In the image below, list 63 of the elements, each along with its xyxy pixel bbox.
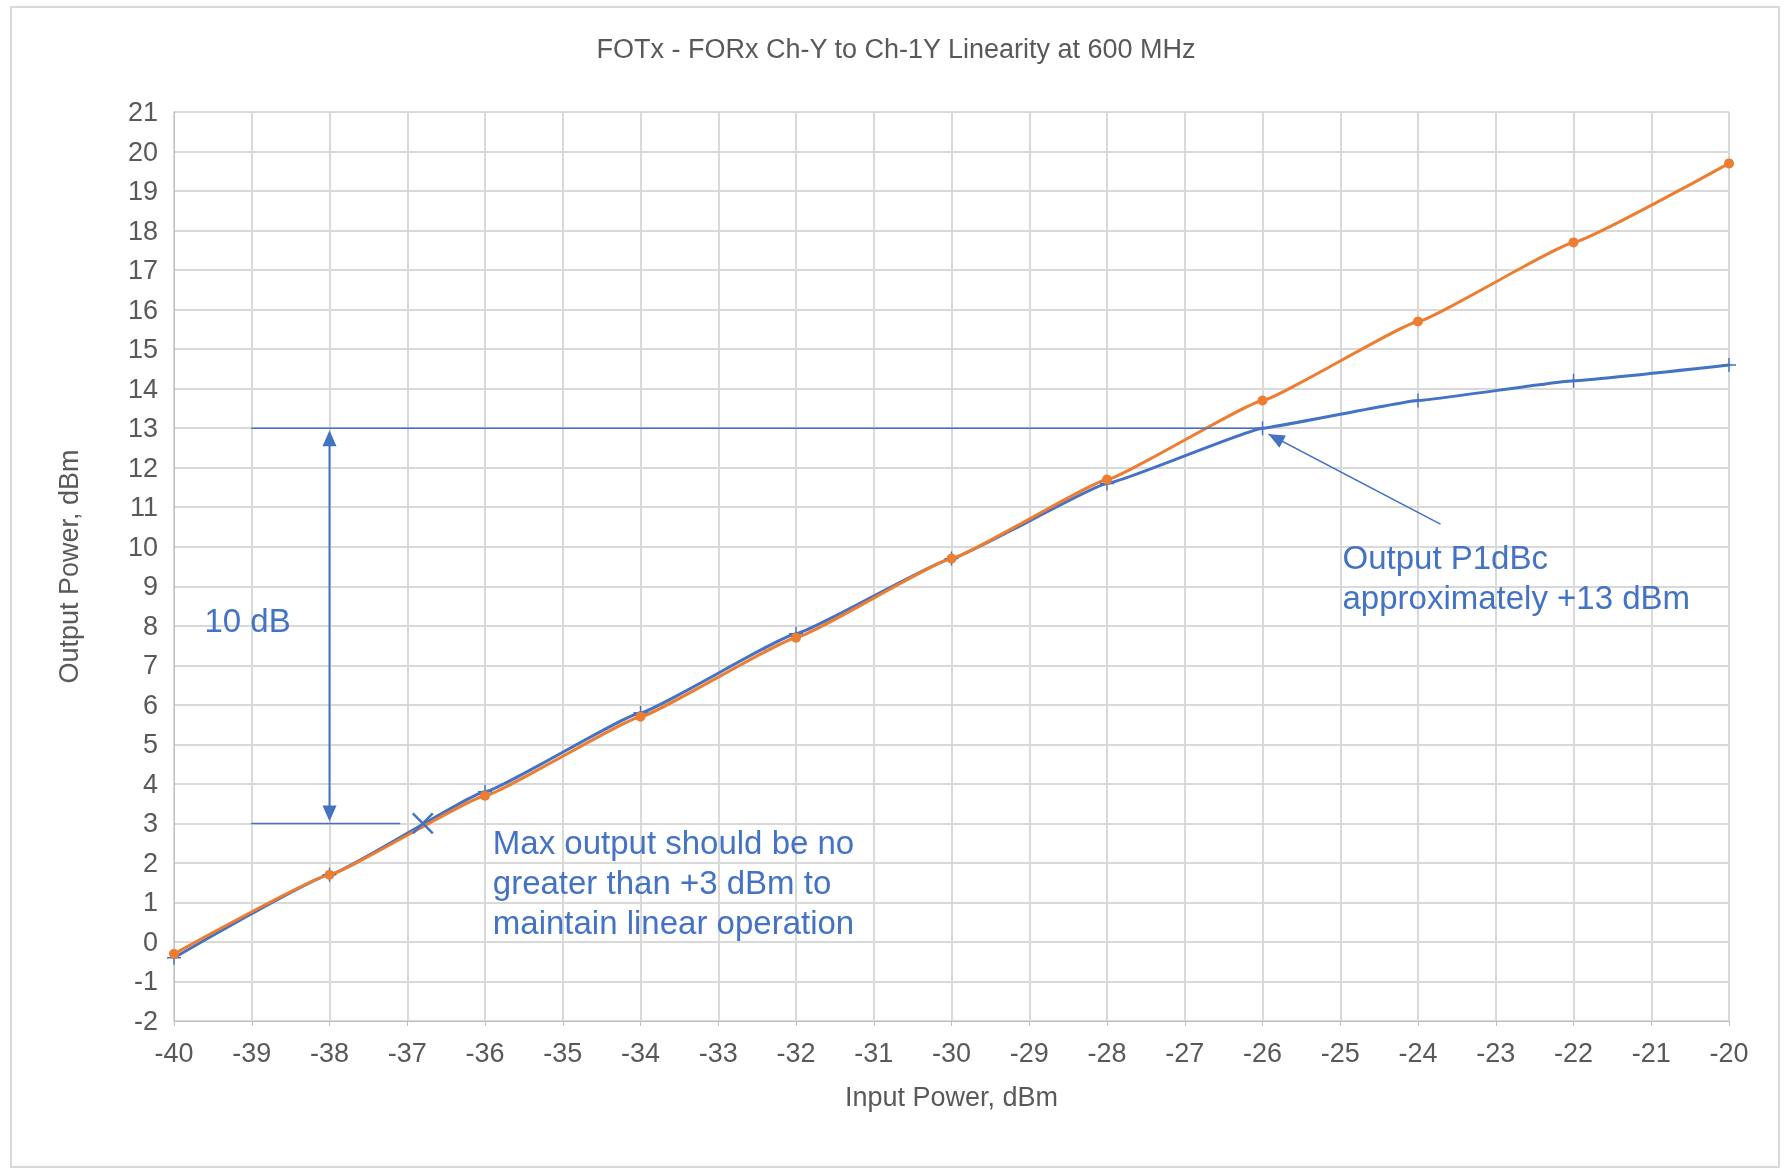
x-tick-label: -40 bbox=[154, 1037, 194, 1068]
annotation: Output P1dBc approximately +13 dBm bbox=[1342, 538, 1691, 619]
x-tick-label: -39 bbox=[232, 1037, 272, 1068]
x-tick-label: -20 bbox=[1709, 1037, 1749, 1068]
x-tick-label: -25 bbox=[1320, 1037, 1360, 1068]
y-tick-label: 4 bbox=[142, 768, 158, 799]
chart-title: FOTx - FORx Ch-Y to Ch-1Y Linearity at 600 MHz bbox=[596, 33, 1196, 64]
point bbox=[480, 790, 490, 801]
x-tick-label: -32 bbox=[776, 1037, 816, 1068]
y-tick-label: 9 bbox=[142, 571, 158, 602]
point bbox=[791, 632, 801, 643]
point bbox=[1413, 316, 1423, 327]
y-axis-title: Output Power, dBm bbox=[53, 449, 84, 684]
x-tick-label: -29 bbox=[1009, 1037, 1049, 1068]
y-tick-label: 11 bbox=[129, 492, 158, 523]
y-tick-label: 7 bbox=[142, 650, 158, 681]
y-tick-label: -2 bbox=[133, 1006, 158, 1036]
x-tick-label: -33 bbox=[698, 1037, 738, 1068]
x-tick-label: -26 bbox=[1242, 1037, 1283, 1068]
point bbox=[1568, 237, 1579, 248]
x-axis-title: Input Power, dBm bbox=[844, 1081, 1059, 1112]
y-tick-label: 2 bbox=[142, 847, 158, 878]
x-tick-label: -28 bbox=[1087, 1037, 1127, 1068]
y-tick-label: 18 bbox=[127, 215, 158, 246]
annotation: 10 dB bbox=[204, 600, 291, 641]
x-tick-label: -38 bbox=[309, 1037, 350, 1068]
x-tick-label: -37 bbox=[387, 1037, 427, 1068]
y-tick-label: 12 bbox=[127, 452, 158, 483]
y-tick-label: -1 bbox=[133, 966, 158, 997]
y-tick-label: 5 bbox=[142, 729, 158, 760]
x-tick-label: -34 bbox=[620, 1037, 661, 1068]
point bbox=[1724, 158, 1734, 169]
x-tick-label: -27 bbox=[1165, 1037, 1205, 1068]
point bbox=[1102, 474, 1112, 485]
x-tick-label: -24 bbox=[1398, 1037, 1438, 1068]
point bbox=[635, 711, 646, 722]
x-tick-label: -23 bbox=[1476, 1037, 1516, 1068]
x-tick-label: -30 bbox=[931, 1037, 972, 1068]
x-tick-label: -22 bbox=[1553, 1037, 1594, 1068]
x-tick-label: -36 bbox=[465, 1037, 505, 1068]
x-tick-label: -35 bbox=[543, 1037, 583, 1068]
y-tick-label: 3 bbox=[142, 808, 158, 839]
x-tick-label: -31 bbox=[854, 1037, 894, 1068]
point bbox=[1722, 357, 1736, 372]
y-tick-label: 6 bbox=[142, 689, 158, 720]
y-tick-label: 1 bbox=[142, 887, 158, 918]
y-tick-label: 14 bbox=[127, 373, 158, 404]
y-tick-label: 13 bbox=[127, 413, 158, 444]
y-tick-label: 17 bbox=[127, 255, 158, 286]
point bbox=[1411, 393, 1425, 408]
y-tick-label: 15 bbox=[127, 334, 158, 365]
y-tick-label: 0 bbox=[142, 926, 158, 957]
y-tick-label: 19 bbox=[127, 176, 158, 207]
point bbox=[1255, 421, 1270, 436]
point bbox=[1257, 395, 1268, 406]
y-tick-label: 20 bbox=[127, 136, 158, 167]
y-tick-label: 10 bbox=[127, 531, 158, 562]
annotation: Max output should be no greater than +3 dBm to maintain linear operation bbox=[492, 823, 856, 944]
y-tick-label: 21 bbox=[127, 97, 158, 127]
point bbox=[169, 948, 179, 959]
y-tick-label: 16 bbox=[127, 294, 158, 325]
x-tick-label: -21 bbox=[1631, 1037, 1671, 1068]
y-tick-label: 8 bbox=[142, 610, 158, 641]
